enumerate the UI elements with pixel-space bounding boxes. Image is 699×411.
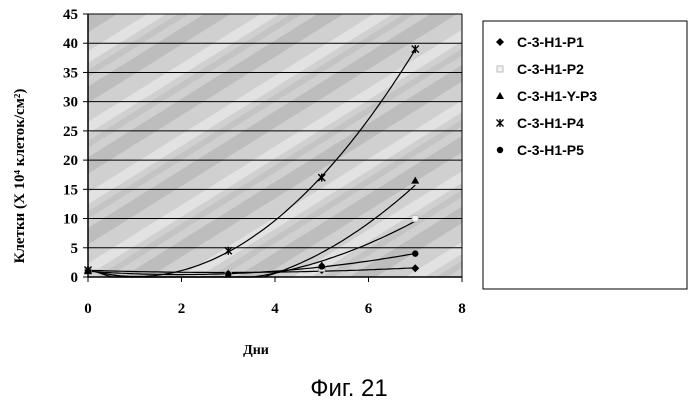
y-tick-labels: 0 5 10 15 20 25 30 35 40 45 (63, 7, 78, 286)
y-tick-label-3: 15 (63, 182, 78, 198)
y-tick-label-9: 45 (63, 7, 78, 23)
legend-marker-C-3-H1-P2 (497, 66, 503, 72)
legend-label-2: C-3-H1-Y-P3 (517, 88, 597, 104)
y-tick-label-7: 35 (63, 65, 78, 81)
x-axis-label: Дни (243, 343, 269, 358)
point-C-3-H1-P5-1 (225, 271, 231, 277)
x-tick-label-3: 6 (365, 301, 373, 317)
x-tick-label-1: 2 (178, 301, 186, 317)
point-C-3-H1-P2-3 (412, 216, 418, 222)
figure-caption: Фиг. 21 (310, 375, 388, 402)
y-tick-label-5: 25 (63, 124, 78, 140)
plot-area (88, 14, 462, 277)
legend-label-1: C-3-H1-P2 (517, 61, 584, 77)
x-tick-labels: 0 2 4 6 8 (84, 301, 466, 317)
y-tick-label-4: 20 (63, 153, 78, 169)
x-tick-label-2: 4 (271, 301, 279, 317)
legend-label-0: C-3-H1-P1 (517, 34, 584, 50)
legend-marker-C-3-H1-P5 (497, 147, 503, 153)
y-tick-label-8: 40 (63, 36, 78, 52)
legend-label-4: C-3-H1-P5 (517, 142, 584, 158)
y-tick-label-1: 5 (71, 241, 79, 257)
legend-box (483, 21, 687, 289)
point-C-3-H1-P5-3 (412, 250, 418, 256)
y-tick-label-6: 30 (63, 95, 78, 111)
y-tick-label-0: 0 (71, 270, 79, 286)
x-tick-label-4: 8 (458, 301, 466, 317)
point-C-3-H1-P5-0 (85, 268, 91, 274)
x-tick-label-0: 0 (84, 301, 92, 317)
y-tick-label-2: 10 (63, 212, 78, 228)
point-C-3-H1-P5-2 (319, 263, 325, 269)
y-axis-label: Клетки (X 10⁴ клеток/см²) (12, 89, 28, 264)
legend-label-3: C-3-H1-P4 (517, 115, 584, 131)
